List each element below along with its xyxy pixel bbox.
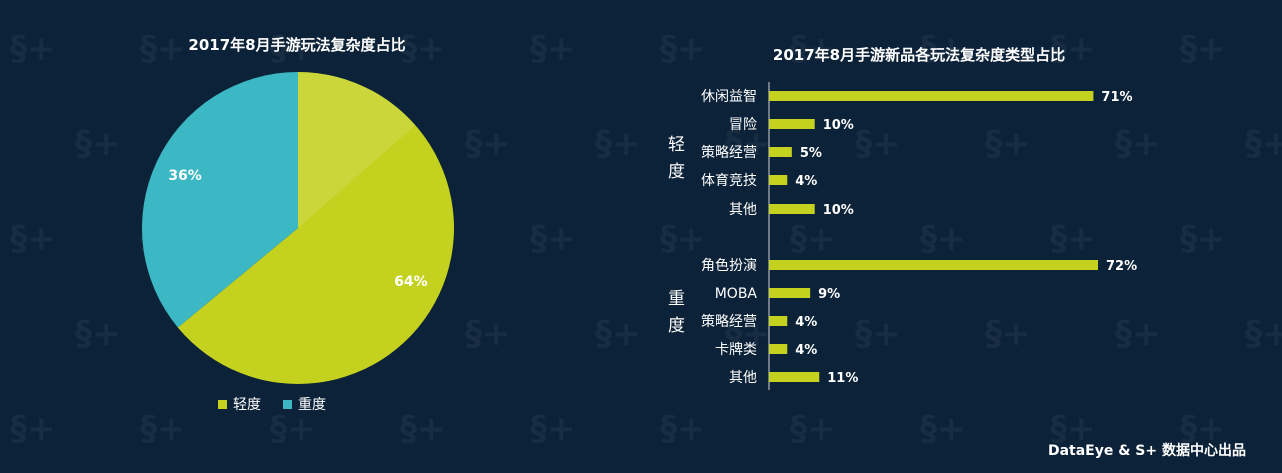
legend-item-light: 轻度 <box>218 394 261 414</box>
bar-data-label: 4% <box>795 315 817 330</box>
bar-category-label: 角色扮演 <box>701 257 757 274</box>
legend-label-light: 轻度 <box>233 397 261 413</box>
group-label-heavy: 重度 <box>664 289 684 343</box>
bar-category-label: MOBA <box>715 286 758 302</box>
bar-light-2 <box>769 147 792 157</box>
pie-data-label: 64% <box>394 274 428 290</box>
bar-category-label: 卡牌类 <box>715 341 757 358</box>
bar-light-1 <box>769 119 815 129</box>
bar-data-label: 72% <box>1106 259 1137 274</box>
bar-data-label: 10% <box>823 203 854 218</box>
bar-category-label: 休闲益智 <box>701 89 757 105</box>
group-label-light: 轻度 <box>664 135 684 189</box>
bar-light-3 <box>769 175 788 185</box>
bar-heavy-4 <box>769 372 820 382</box>
bar-heavy-3 <box>769 344 788 354</box>
bar-data-label: 11% <box>827 371 858 386</box>
bar-data-label: 4% <box>795 174 817 189</box>
bar-light-4 <box>769 204 815 214</box>
bar-heavy-1 <box>769 288 811 298</box>
footer-credit: DataEye & S+ 数据中心出品 <box>1047 443 1246 459</box>
bar-category-label: 策略经营 <box>701 144 757 161</box>
pie-highlight <box>298 72 416 228</box>
bar-heavy-2 <box>769 316 788 326</box>
bar-category-label: 策略经营 <box>701 313 757 330</box>
bar-data-label: 5% <box>800 146 822 161</box>
pie-slice-light <box>177 72 454 384</box>
pie-slice-heavy <box>141 71 298 328</box>
bar-data-label: 10% <box>823 118 854 133</box>
pie-chart-title: 2017年8月手游玩法复杂度占比 <box>188 36 406 54</box>
bar-light-0 <box>769 91 1094 101</box>
bar-data-label: 71% <box>1101 90 1132 105</box>
bar-heavy-0 <box>769 260 1098 270</box>
bar-data-label: 4% <box>795 343 817 358</box>
bar-category-label: 其他 <box>729 370 757 386</box>
bar-category-label: 其他 <box>729 202 757 218</box>
bar-category-label: 体育竞技 <box>701 172 757 189</box>
legend-label-heavy: 重度 <box>298 397 326 413</box>
pie-data-label: 36% <box>168 168 202 184</box>
pie-legend: 轻度 重度 <box>218 394 326 414</box>
bar-chart-title: 2017年8月手游新品各玩法复杂度类型占比 <box>772 46 1066 64</box>
legend-swatch-light <box>218 399 227 409</box>
legend-item-heavy: 重度 <box>283 394 326 414</box>
legend-swatch-heavy <box>283 399 292 409</box>
bar-data-label: 9% <box>818 287 840 302</box>
bar-category-label: 冒险 <box>729 117 757 133</box>
